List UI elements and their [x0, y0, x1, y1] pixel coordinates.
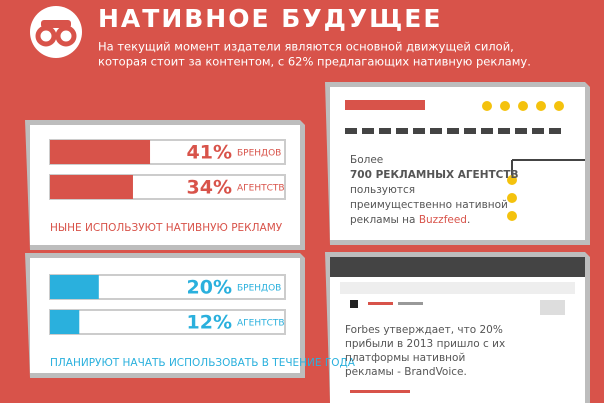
percent-label: 20%: [187, 277, 232, 299]
card-text: Более: [350, 154, 383, 166]
card-frame: [325, 82, 590, 403]
card-text: пользуются: [350, 184, 415, 196]
bar: [50, 140, 151, 164]
card-text: Forbes утверждает, что 20%: [345, 324, 503, 336]
card-text: преимущественно нативной: [350, 199, 508, 211]
card-text: платформы нативной: [345, 352, 465, 364]
card-text: рекламы на Buzzfeed.: [350, 214, 470, 226]
caption: ПЛАНИРУЮТ НАЧАТЬ ИСПОЛЬЗОВАТЬ В ТЕЧЕНИЕ …: [50, 357, 356, 369]
card-text: прибыли в 2013 пришло с их: [345, 338, 505, 350]
logo: [30, 6, 82, 58]
subtitle: которая стоит за контентом, с 62% предла…: [98, 55, 531, 69]
percent-label: 41%: [187, 142, 232, 164]
percent-label: 34%: [187, 177, 232, 199]
unit-label: БРЕНДОВ: [237, 284, 281, 294]
unit-label: АГЕНТСТВ: [237, 184, 285, 194]
highlight: Buzzfeed: [419, 214, 467, 226]
subtitle: На текущий момент издатели являются осно…: [98, 40, 514, 54]
title: НАТИВНОЕ БУДУЩЕЕ: [98, 4, 442, 33]
bar: [50, 310, 80, 334]
percent-label: 12%: [187, 312, 232, 334]
unit-label: АГЕНТСТВ: [237, 319, 285, 329]
bar: [50, 275, 99, 299]
bar-track: [49, 309, 286, 335]
card-text: рекламы - BrandVoice.: [345, 366, 467, 378]
unit-label: БРЕНДОВ: [237, 149, 281, 159]
card-text: .: [467, 214, 470, 226]
card-text: 700 РЕКЛАМНЫХ АГЕНТСТВ: [350, 169, 519, 181]
caption: НЫНЕ ИСПОЛЬЗУЮТ НАТИВНУЮ РЕКЛАМУ: [50, 222, 283, 234]
bar: [50, 175, 133, 199]
